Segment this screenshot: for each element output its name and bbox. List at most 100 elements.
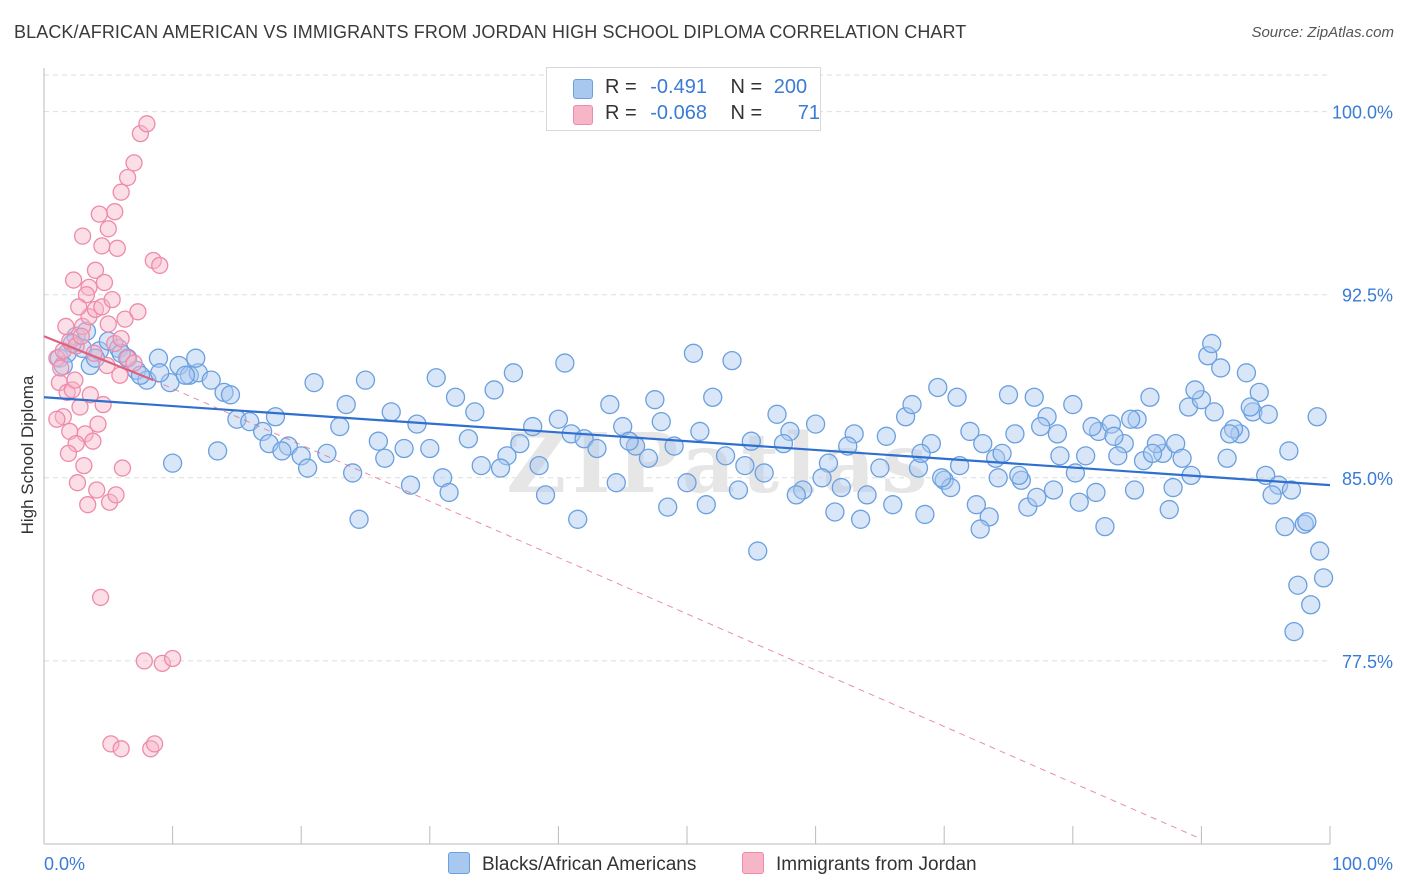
data-point-blacks [915, 504, 935, 525]
data-point-blacks [838, 436, 858, 456]
data-point-jordan [116, 310, 134, 328]
data-point-blacks [458, 429, 479, 449]
data-point-jordan [95, 273, 114, 292]
data-point-blacks [741, 431, 761, 451]
data-point-jordan [63, 381, 81, 399]
bottom-legend-swatch-blue [448, 852, 470, 874]
data-point-jordan [73, 227, 92, 245]
data-point-blacks [568, 509, 588, 529]
data-point-blacks [895, 407, 916, 427]
data-point-blacks [1172, 448, 1192, 468]
data-point-blacks [1037, 407, 1057, 427]
data-point-blacks [400, 475, 421, 495]
data-point-blacks [658, 497, 678, 517]
data-point-jordan [68, 474, 87, 492]
data-point-jordan [112, 740, 130, 758]
data-point-blacks [555, 353, 575, 373]
data-point-blacks [748, 541, 768, 561]
data-point-blacks [445, 387, 466, 407]
data-point-blacks [169, 355, 189, 376]
data-point-blacks [272, 441, 292, 461]
data-point-blacks [529, 455, 549, 476]
data-point-blacks [722, 350, 742, 371]
chart-title: BLACK/AFRICAN AMERICAN VS IMMIGRANTS FRO… [14, 22, 967, 42]
data-point-blacks [780, 421, 800, 442]
data-point-blacks [1217, 448, 1237, 468]
data-point-blacks [998, 385, 1019, 405]
data-point-blacks [1275, 516, 1295, 537]
data-point-blacks [297, 458, 318, 478]
data-point-jordan [151, 256, 169, 275]
x-tick-label: 100.0% [1332, 854, 1393, 874]
data-point-blacks [160, 372, 180, 393]
data-point-blacks [1076, 446, 1096, 466]
data-point-blacks [426, 368, 446, 388]
legend-r-label: R = [605, 76, 637, 98]
data-point-blacks [1236, 363, 1257, 383]
data-point-blacks [420, 438, 440, 459]
data-point-jordan [118, 168, 137, 187]
data-point-blacks [606, 473, 626, 493]
data-point-blacks [471, 455, 491, 476]
data-point-blacks [150, 363, 170, 383]
data-point-jordan [99, 315, 117, 333]
data-point-blacks [1163, 477, 1183, 498]
data-point-blacks [638, 448, 659, 468]
data-point-blacks [1211, 358, 1231, 378]
data-point-blacks [1159, 499, 1179, 520]
data-point-blacks [1047, 424, 1068, 444]
data-point-blacks [265, 407, 286, 427]
data-point-blacks [1031, 416, 1051, 437]
data-point-blacks [220, 385, 241, 405]
data-point-blacks [970, 519, 990, 539]
data-point-blacks [1104, 426, 1124, 446]
data-point-blacks [1142, 443, 1163, 464]
data-point-blacks [902, 394, 922, 415]
data-point-blacks [381, 402, 401, 422]
data-point-blacks [1198, 346, 1218, 366]
data-point-blacks [1146, 433, 1167, 454]
bottom-legend-label: Immigrants from Jordan [776, 854, 977, 875]
data-point-jordan [99, 220, 117, 238]
data-point-blacks [330, 416, 350, 437]
data-point-blacks [1258, 404, 1278, 424]
data-point-blacks [1294, 514, 1314, 534]
data-point-blacks [490, 458, 511, 478]
legend-r-label: R = [605, 102, 637, 124]
data-point-blacks [1101, 414, 1122, 434]
data-point-blacks [812, 468, 832, 488]
data-point-blacks [1220, 424, 1240, 444]
data-point-blacks [645, 390, 665, 410]
data-point-blacks [291, 446, 311, 466]
data-point-blacks [1069, 492, 1089, 512]
data-point-blacks [1204, 402, 1224, 422]
data-point-jordan [125, 354, 143, 372]
data-point-jordan [72, 327, 90, 345]
data-point-jordan [70, 298, 88, 316]
data-point-blacks [850, 509, 871, 529]
bottom-legend-jordan: Immigrants from Jordan [742, 852, 977, 878]
data-point-blacks [1297, 512, 1317, 532]
data-point-blacks [1310, 541, 1330, 561]
data-point-blacks [966, 495, 986, 515]
x-tick-label: 0.0% [44, 854, 85, 874]
legend-swatch-pink [573, 105, 593, 125]
data-point-blacks [1121, 409, 1141, 429]
data-point-jordan [52, 359, 70, 377]
legend-swatch-blue [573, 79, 593, 99]
source-label: Source: ZipAtlas.com [1251, 24, 1394, 41]
data-point-jordan [125, 154, 143, 172]
data-point-blacks [465, 402, 485, 422]
data-point-blacks [928, 377, 948, 398]
data-point-jordan [145, 735, 164, 753]
y-tick-label: 77.5% [1342, 652, 1393, 672]
data-point-jordan [94, 395, 112, 414]
data-point-jordan [113, 459, 132, 477]
data-point-blacks [619, 431, 639, 451]
data-point-blacks [1153, 443, 1173, 464]
data-point-jordan [163, 649, 182, 668]
data-point-blacks [696, 495, 716, 515]
data-point-jordan [129, 303, 147, 321]
data-point-blacks [988, 468, 1008, 488]
data-point-jordan [103, 290, 121, 309]
